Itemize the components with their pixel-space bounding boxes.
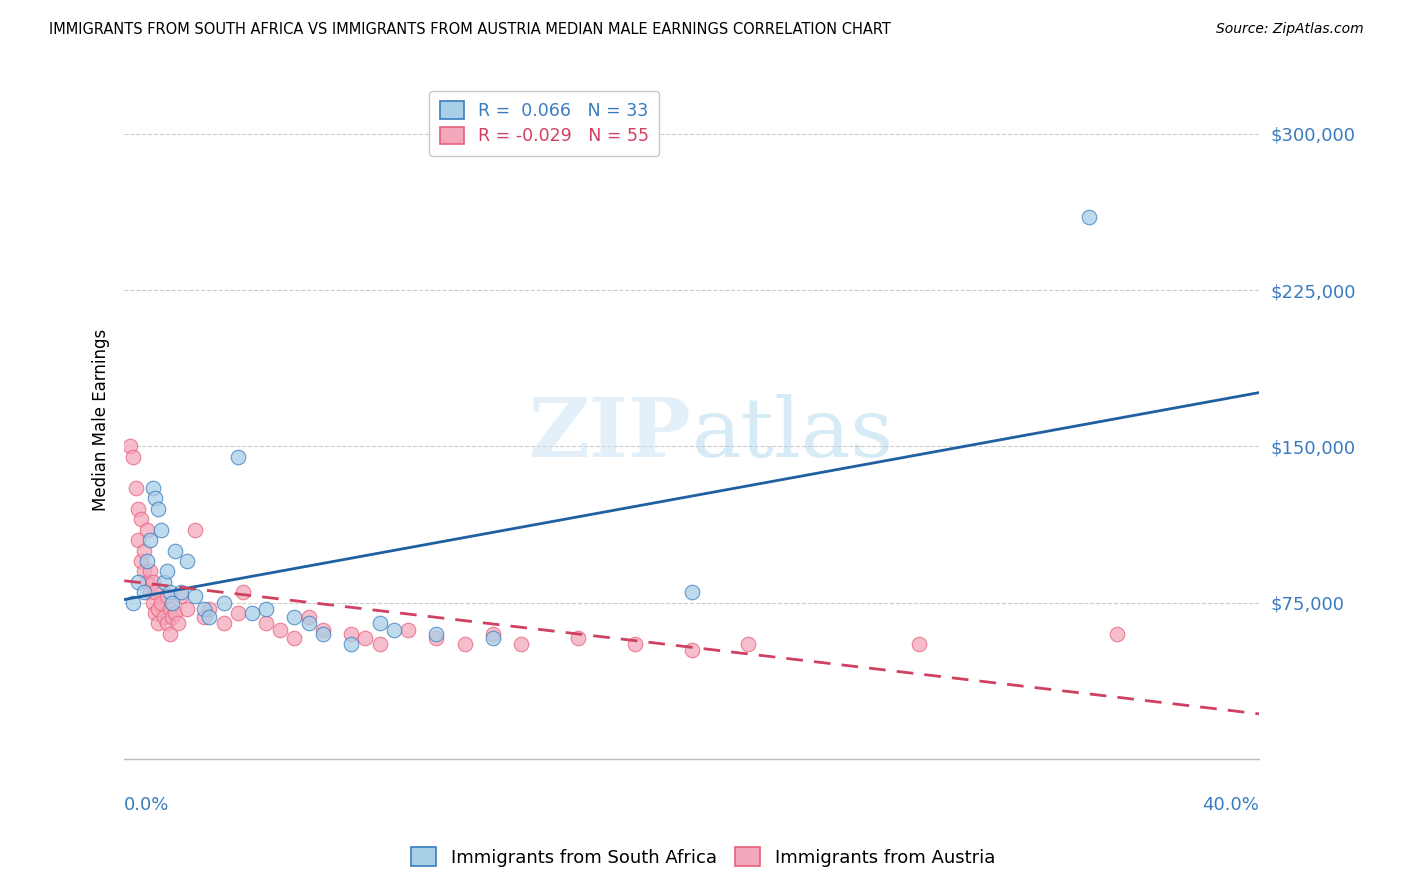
Point xyxy=(156,565,179,579)
Point xyxy=(159,585,181,599)
Point xyxy=(142,596,165,610)
Point xyxy=(567,631,589,645)
Point xyxy=(1078,211,1101,225)
Point xyxy=(283,631,305,645)
Point xyxy=(368,637,391,651)
Point xyxy=(193,602,215,616)
Point xyxy=(150,596,173,610)
Point xyxy=(193,610,215,624)
Point xyxy=(121,596,143,610)
Point xyxy=(162,610,184,624)
Point xyxy=(148,501,170,516)
Point xyxy=(139,533,162,547)
Point xyxy=(142,574,165,589)
Point xyxy=(226,606,249,620)
Point xyxy=(153,574,176,589)
Point xyxy=(737,637,759,651)
Point xyxy=(139,585,162,599)
Point xyxy=(269,623,291,637)
Point xyxy=(382,623,405,637)
Point xyxy=(153,610,176,624)
Point xyxy=(681,643,703,657)
Point xyxy=(145,606,167,620)
Point xyxy=(254,616,277,631)
Point xyxy=(226,450,249,464)
Point xyxy=(510,637,533,651)
Text: 40.0%: 40.0% xyxy=(1202,796,1260,814)
Point xyxy=(340,627,363,641)
Legend: R =  0.066   N = 33, R = -0.029   N = 55: R = 0.066 N = 33, R = -0.029 N = 55 xyxy=(429,91,659,156)
Point xyxy=(283,610,305,624)
Point xyxy=(121,450,143,464)
Text: Source: ZipAtlas.com: Source: ZipAtlas.com xyxy=(1216,22,1364,37)
Point xyxy=(354,631,377,645)
Point xyxy=(148,616,170,631)
Legend: Immigrants from South Africa, Immigrants from Austria: Immigrants from South Africa, Immigrants… xyxy=(404,840,1002,874)
Point xyxy=(142,481,165,495)
Point xyxy=(167,616,190,631)
Point xyxy=(212,596,235,610)
Point xyxy=(124,481,146,495)
Point xyxy=(340,637,363,651)
Text: ZIP: ZIP xyxy=(529,394,692,474)
Point xyxy=(298,616,321,631)
Text: atlas: atlas xyxy=(692,394,894,474)
Point xyxy=(184,590,207,604)
Point xyxy=(127,533,149,547)
Point xyxy=(150,523,173,537)
Point xyxy=(184,523,207,537)
Point xyxy=(298,610,321,624)
Point xyxy=(240,606,263,620)
Y-axis label: Median Male Earnings: Median Male Earnings xyxy=(93,329,110,511)
Point xyxy=(176,554,198,568)
Point xyxy=(312,623,335,637)
Point xyxy=(118,439,141,453)
Point xyxy=(681,585,703,599)
Point xyxy=(132,543,155,558)
Point xyxy=(132,585,155,599)
Point xyxy=(127,574,149,589)
Point xyxy=(135,554,157,568)
Text: 0.0%: 0.0% xyxy=(124,796,170,814)
Point xyxy=(482,627,505,641)
Point xyxy=(482,631,505,645)
Point xyxy=(396,623,419,637)
Point xyxy=(368,616,391,631)
Point xyxy=(198,602,221,616)
Point xyxy=(156,590,179,604)
Point xyxy=(129,512,152,526)
Point xyxy=(198,610,221,624)
Point xyxy=(425,627,447,641)
Point xyxy=(159,627,181,641)
Point xyxy=(135,574,157,589)
Point xyxy=(135,523,157,537)
Point xyxy=(176,602,198,616)
Point xyxy=(159,602,181,616)
Point xyxy=(624,637,647,651)
Point xyxy=(170,590,193,604)
Point xyxy=(145,585,167,599)
Point xyxy=(165,606,187,620)
Point xyxy=(907,637,929,651)
Point xyxy=(1107,627,1129,641)
Point xyxy=(425,631,447,645)
Point xyxy=(312,627,335,641)
Point xyxy=(127,501,149,516)
Point xyxy=(129,554,152,568)
Point xyxy=(132,565,155,579)
Point xyxy=(165,543,187,558)
Point xyxy=(454,637,477,651)
Point xyxy=(170,585,193,599)
Point xyxy=(156,616,179,631)
Text: IMMIGRANTS FROM SOUTH AFRICA VS IMMIGRANTS FROM AUSTRIA MEDIAN MALE EARNINGS COR: IMMIGRANTS FROM SOUTH AFRICA VS IMMIGRAN… xyxy=(49,22,891,37)
Point xyxy=(254,602,277,616)
Point xyxy=(148,602,170,616)
Point xyxy=(145,491,167,506)
Point xyxy=(139,565,162,579)
Point xyxy=(162,596,184,610)
Point xyxy=(212,616,235,631)
Point xyxy=(232,585,254,599)
